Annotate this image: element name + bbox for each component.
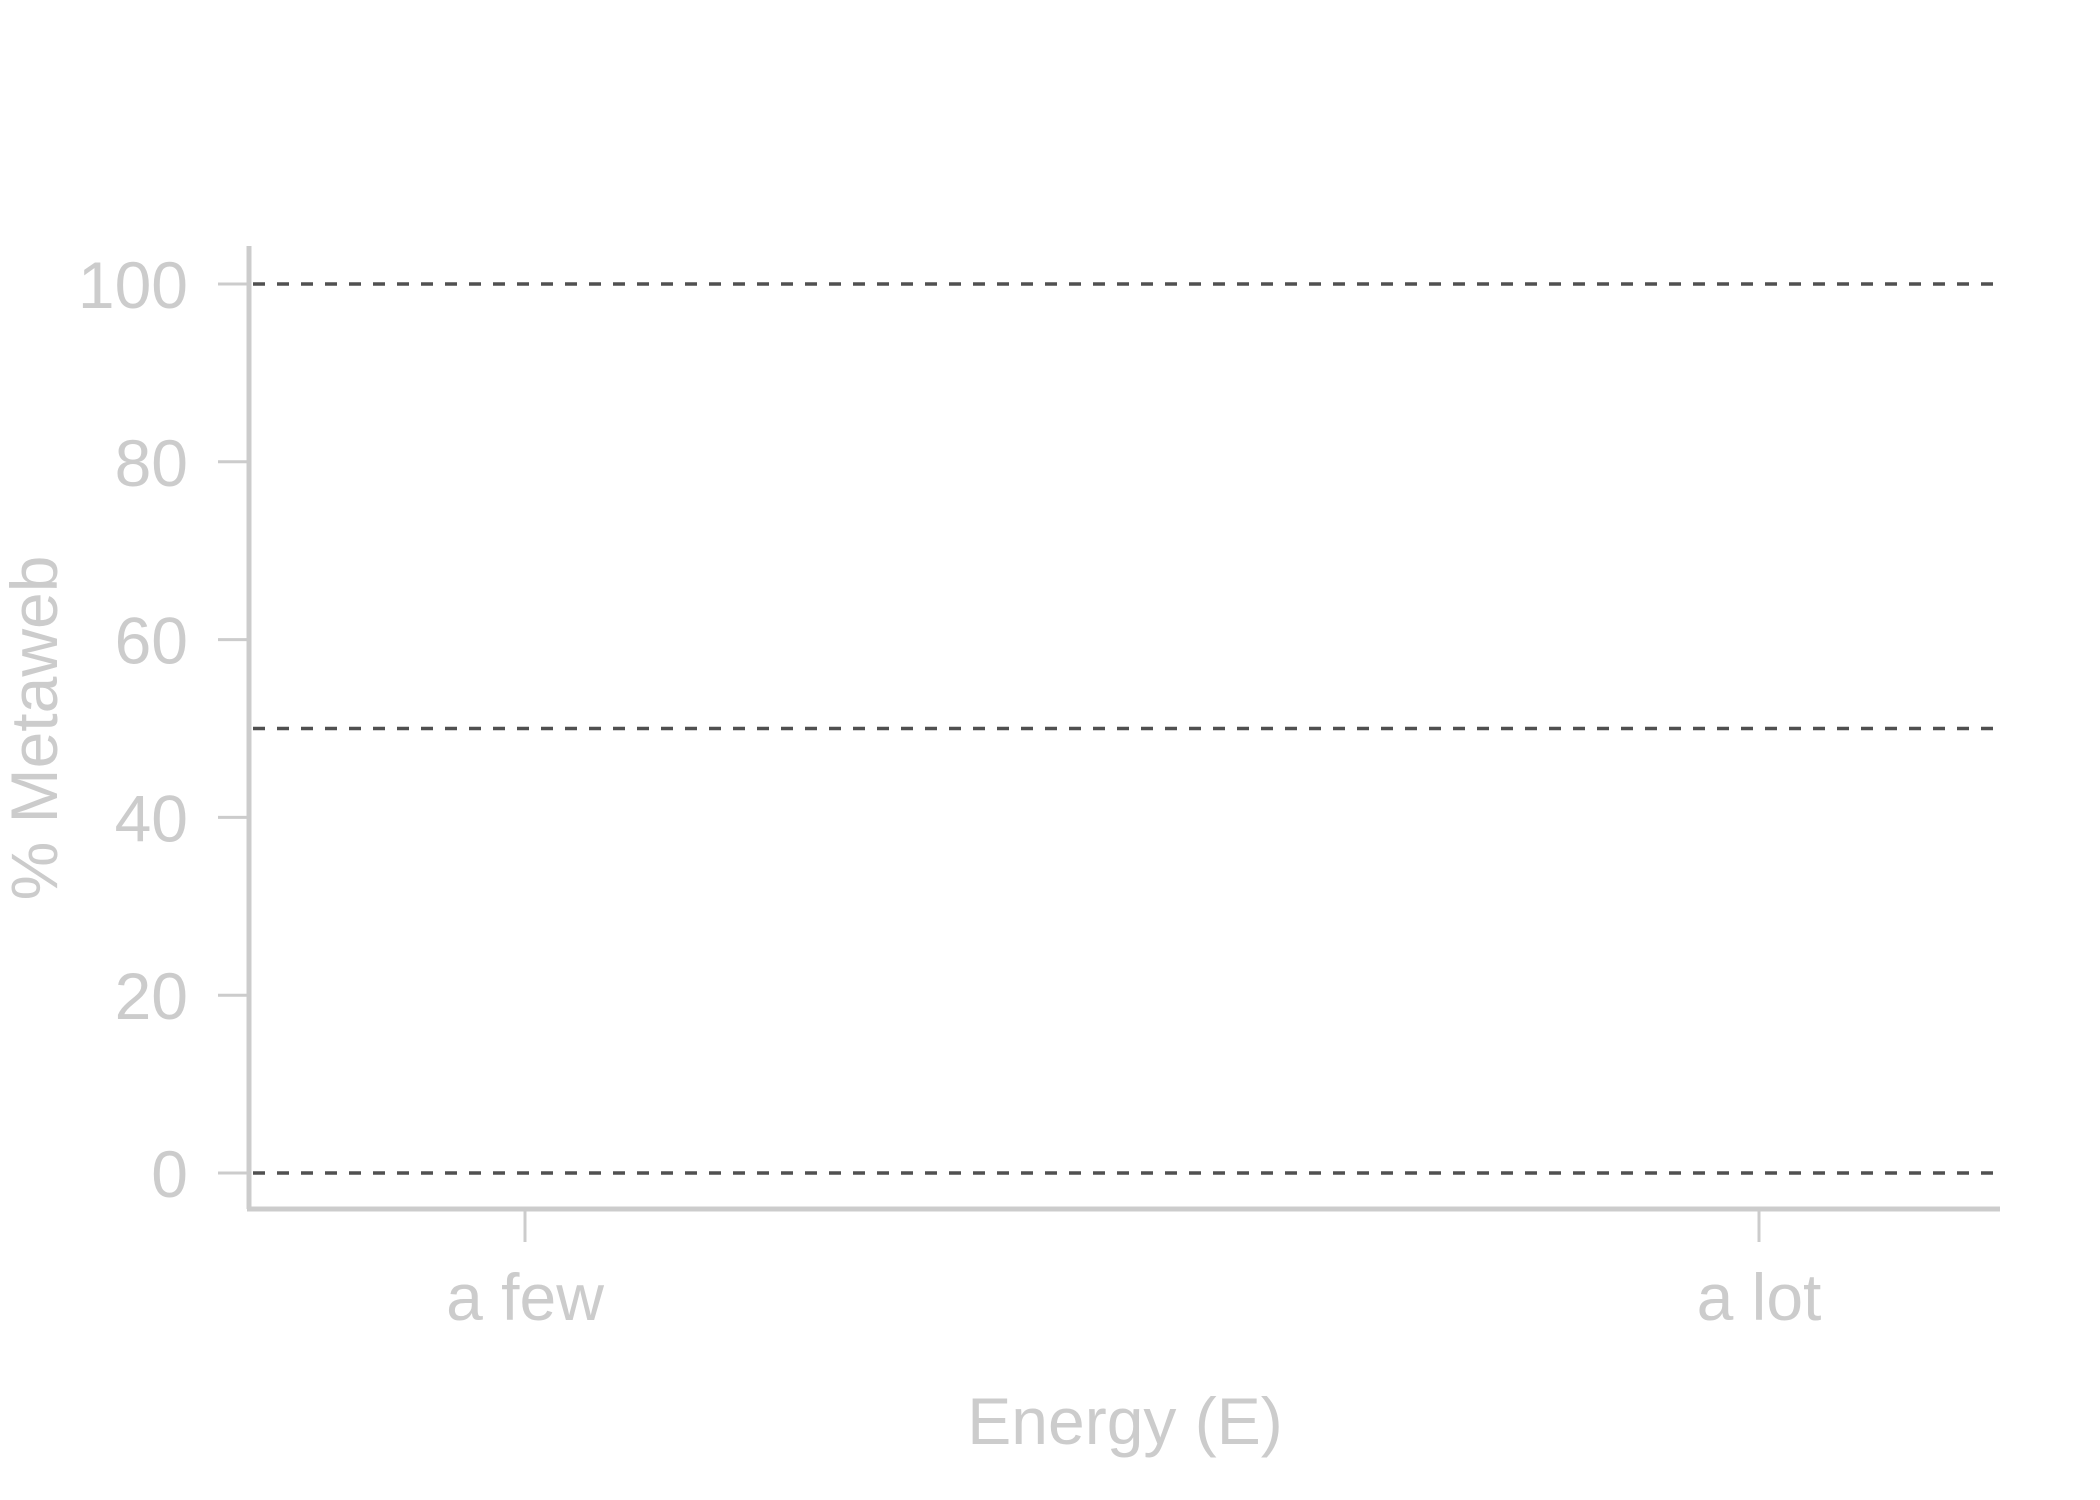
- y-tick-label-60: 60: [115, 604, 188, 678]
- x-axis-ticks: a few a lot: [446, 1209, 1821, 1334]
- y-tick-label-0: 0: [151, 1137, 188, 1211]
- y-tick-label-40: 40: [115, 781, 188, 855]
- reference-lines: [253, 282, 2000, 1175]
- axes: [246, 246, 2000, 1212]
- y-tick-label-100: 100: [78, 248, 188, 322]
- y-tick-label-80: 80: [115, 426, 188, 500]
- x-tick-label-1: a lot: [1697, 1260, 1822, 1334]
- x-tick-label-0: a few: [446, 1260, 604, 1334]
- y-tick-label-20: 20: [115, 959, 188, 1033]
- x-axis-title: Energy (E): [967, 1384, 1282, 1458]
- y-axis-title: % Metaweb: [0, 556, 71, 901]
- y-axis-ticks: 0 20 40 60 80 100: [78, 248, 249, 1211]
